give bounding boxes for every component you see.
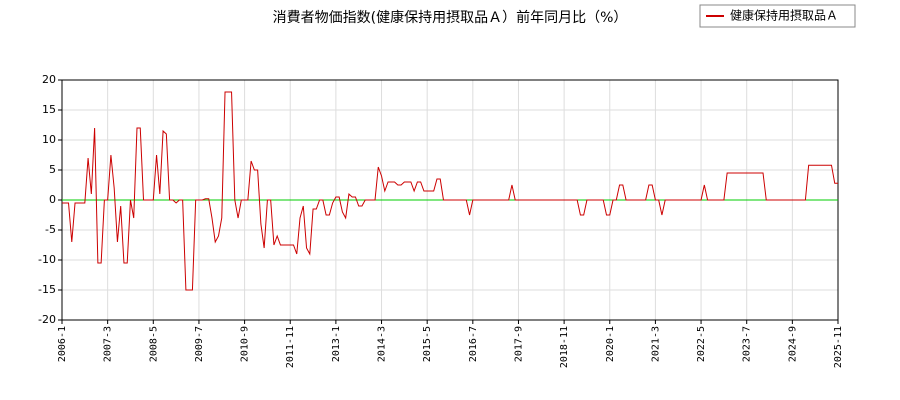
y-tick-label: 10 <box>42 133 56 146</box>
y-tick-label: 0 <box>49 193 56 206</box>
legend-label: 健康保持用摂取品Ａ <box>730 8 838 23</box>
x-tick-label: 2011-11 <box>285 326 296 368</box>
x-tick-label: 2008-5 <box>148 326 159 362</box>
data-line <box>62 91 838 291</box>
x-tick-label: 2007-3 <box>103 326 114 362</box>
x-tick-label: 2021-3 <box>650 326 661 362</box>
y-tick-label: -5 <box>45 223 56 236</box>
y-tick-label: -15 <box>38 283 56 296</box>
x-tick-label: 2022-5 <box>696 326 707 362</box>
x-tick-label: 2016-7 <box>468 326 479 362</box>
x-tick-label: 2006-1 <box>57 326 68 362</box>
chart-title: 消費者物価指数(健康保持用摂取品Ａ）前年同月比（%） <box>273 9 628 26</box>
y-tick-label: 15 <box>42 103 56 116</box>
x-tick-label: 2013-1 <box>331 326 342 362</box>
y-tick-label: -10 <box>38 253 56 266</box>
x-tick-label: 2018-11 <box>559 326 570 368</box>
x-tick-label: 2017-9 <box>513 326 524 362</box>
x-tick-label: 2024-9 <box>787 326 798 362</box>
x-tick-label: 2015-5 <box>422 326 433 362</box>
x-tick-label: 2010-9 <box>240 326 251 362</box>
y-tick-label: 20 <box>42 73 56 86</box>
legend-box <box>699 4 856 28</box>
x-tick-label: 2014-3 <box>377 326 388 362</box>
x-tick-label: 2020-1 <box>605 326 616 362</box>
y-tick-label: -20 <box>38 313 56 326</box>
y-tick-label: 5 <box>49 163 56 176</box>
x-tick-label: 2023-7 <box>742 326 753 362</box>
x-tick-label: 2009-7 <box>194 326 205 362</box>
x-tick-label: 2025-11 <box>833 326 844 368</box>
